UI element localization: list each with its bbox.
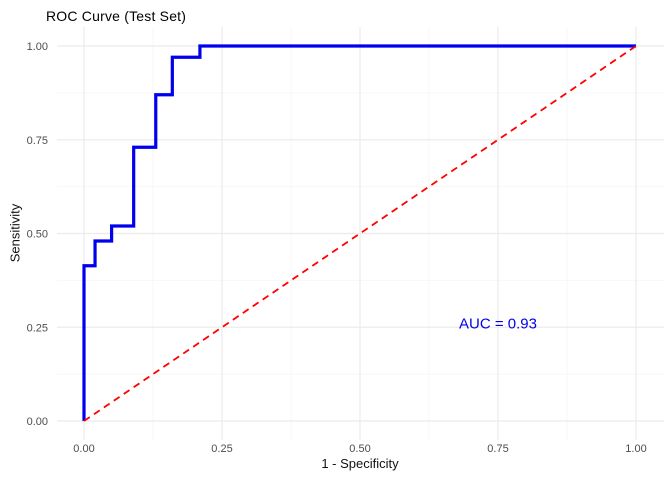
x-tick-label: 1.00 [625,443,646,455]
x-axis-label: 1 - Specificity [321,456,399,471]
y-axis-label: Sensitivity [7,203,23,263]
y-tick-label: 0.75 [27,135,48,147]
x-tick-label: 0.75 [487,443,508,455]
x-tick-label: 0.50 [349,443,370,455]
y-tick-label: 1.00 [27,41,48,53]
x-tick-label: 0.00 [73,443,94,455]
y-tick-label: 0.50 [27,229,48,241]
auc-annotation: AUC = 0.93 [459,315,537,332]
y-tick-label: 0.00 [27,416,48,428]
roc-curve-line [82,44,636,421]
x-tick-label: 0.25 [211,443,232,455]
chance-diagonal-line [83,45,637,422]
y-tick-label: 0.25 [27,322,48,334]
chart-title: ROC Curve (Test Set) [46,8,187,24]
